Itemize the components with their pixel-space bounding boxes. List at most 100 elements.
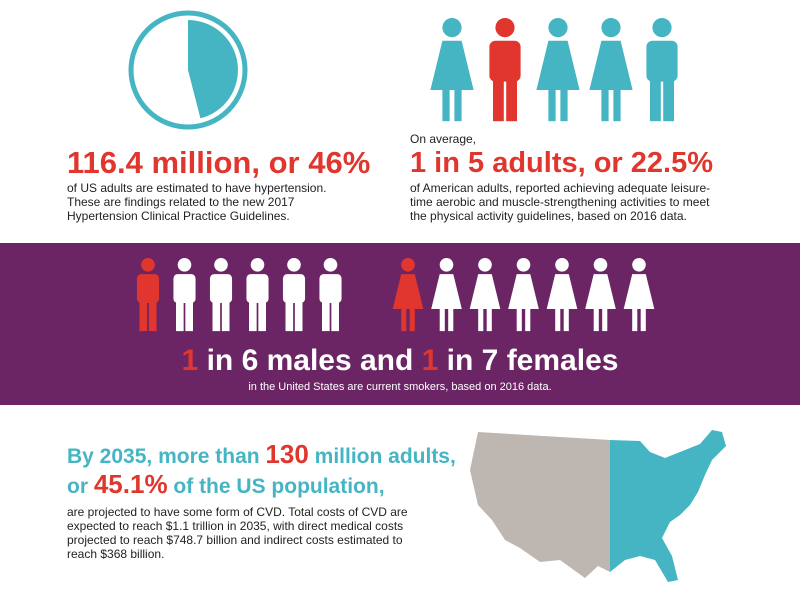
body-line: time aerobic and muscle-strengthening ac… bbox=[410, 195, 710, 209]
icon-dress bbox=[585, 274, 616, 309]
icon-body bbox=[646, 40, 678, 82]
icon-head bbox=[323, 258, 338, 272]
smoking-icons bbox=[136, 258, 655, 332]
icon-head bbox=[287, 258, 301, 272]
icon-leg bbox=[560, 87, 568, 122]
icon-leg bbox=[632, 307, 638, 332]
female-icon bbox=[589, 18, 633, 122]
icon-head bbox=[593, 258, 608, 272]
body-line: the physical activity guidelines, based … bbox=[410, 209, 687, 223]
body-line: of American adults, reported achieving a… bbox=[410, 181, 710, 195]
icon-leg bbox=[221, 298, 230, 332]
icon-dress bbox=[536, 40, 580, 90]
icon-dress bbox=[546, 274, 578, 309]
icon-body bbox=[209, 274, 233, 304]
male-icon bbox=[489, 18, 521, 122]
icon-leg bbox=[563, 307, 569, 332]
icon-body bbox=[489, 40, 521, 82]
icon-head bbox=[401, 258, 415, 272]
icon-leg bbox=[640, 307, 646, 332]
icon-leg bbox=[331, 298, 339, 332]
icon-dress bbox=[430, 40, 474, 90]
male-icon bbox=[173, 258, 196, 332]
body-line: are projected to have some form of CVD. … bbox=[67, 505, 408, 519]
icon-leg bbox=[442, 87, 450, 122]
male-icon bbox=[646, 18, 678, 122]
icon-head bbox=[516, 258, 531, 272]
icon-leg bbox=[249, 298, 257, 332]
cvd-headline: By 2035, more than 130 million adults, bbox=[67, 439, 456, 469]
male-icon bbox=[209, 258, 233, 332]
body-line: These are findings related to the new 20… bbox=[67, 195, 295, 209]
icon-head bbox=[250, 258, 265, 272]
icon-dress bbox=[589, 40, 633, 90]
icon-leg bbox=[516, 307, 522, 332]
icon-leg bbox=[401, 307, 407, 332]
smoking-band bbox=[0, 243, 800, 405]
icon-leg bbox=[602, 307, 608, 332]
icon-leg bbox=[493, 75, 504, 122]
pie-slice bbox=[188, 20, 239, 119]
icon-head bbox=[442, 18, 462, 38]
icon-leg bbox=[663, 75, 674, 122]
map-east bbox=[610, 430, 726, 582]
icon-leg bbox=[176, 298, 184, 332]
hypertension-headline: 116.4 million, or 46% bbox=[67, 145, 370, 180]
icon-leg bbox=[613, 87, 621, 122]
female-icon bbox=[623, 258, 655, 332]
icon-dress bbox=[469, 274, 501, 309]
icon-leg bbox=[486, 307, 492, 332]
icon-leg bbox=[454, 87, 462, 122]
icon-head bbox=[548, 18, 568, 38]
icon-leg bbox=[285, 298, 294, 332]
icon-head bbox=[177, 258, 192, 272]
cvd-headline: or 45.1% of the US population, bbox=[67, 469, 385, 499]
male-icon bbox=[319, 258, 342, 332]
icon-head bbox=[632, 258, 646, 272]
icon-leg bbox=[212, 298, 221, 332]
icon-body bbox=[246, 274, 269, 304]
icon-leg bbox=[593, 307, 599, 332]
icon-body bbox=[173, 274, 196, 304]
female-icon bbox=[546, 258, 578, 332]
icon-leg bbox=[448, 307, 454, 332]
body-line: Hypertension Clinical Practice Guideline… bbox=[67, 209, 290, 223]
icon-leg bbox=[478, 307, 484, 332]
icon-leg bbox=[650, 75, 661, 122]
smoking-subtitle: in the United States are current smokers… bbox=[248, 381, 551, 393]
icon-leg bbox=[258, 298, 266, 332]
icon-leg bbox=[555, 307, 561, 332]
icon-head bbox=[495, 18, 515, 38]
icon-body bbox=[319, 274, 342, 304]
icon-body bbox=[136, 274, 160, 304]
icon-head bbox=[652, 18, 672, 38]
icon-leg bbox=[185, 298, 193, 332]
icon-leg bbox=[409, 307, 415, 332]
icon-leg bbox=[439, 307, 445, 332]
icon-head bbox=[439, 258, 454, 272]
body-line: projected to reach $748.7 billion and in… bbox=[67, 533, 403, 547]
icon-leg bbox=[506, 75, 517, 122]
male-icon bbox=[246, 258, 269, 332]
map-west bbox=[470, 432, 610, 578]
icon-head bbox=[555, 258, 569, 272]
body-line: reach $368 billion. bbox=[67, 547, 164, 561]
activity-headline: 1 in 5 adults, or 22.5% bbox=[410, 147, 713, 179]
icon-leg bbox=[548, 87, 556, 122]
pie-ring bbox=[128, 10, 248, 130]
icon-dress bbox=[392, 274, 424, 309]
icon-leg bbox=[322, 298, 330, 332]
icon-head bbox=[214, 258, 228, 272]
activity-icons bbox=[430, 18, 678, 122]
activity-intro: On average, bbox=[410, 132, 476, 146]
body-line: of US adults are estimated to have hyper… bbox=[67, 181, 326, 195]
icon-leg bbox=[139, 298, 148, 332]
icon-body bbox=[282, 274, 306, 304]
female-icon bbox=[431, 258, 462, 332]
icon-leg bbox=[294, 298, 303, 332]
smoking-headline: 1 in 6 males and 1 in 7 females bbox=[182, 344, 619, 377]
male-icon bbox=[136, 258, 160, 332]
icon-leg bbox=[148, 298, 157, 332]
icon-head bbox=[601, 18, 621, 38]
